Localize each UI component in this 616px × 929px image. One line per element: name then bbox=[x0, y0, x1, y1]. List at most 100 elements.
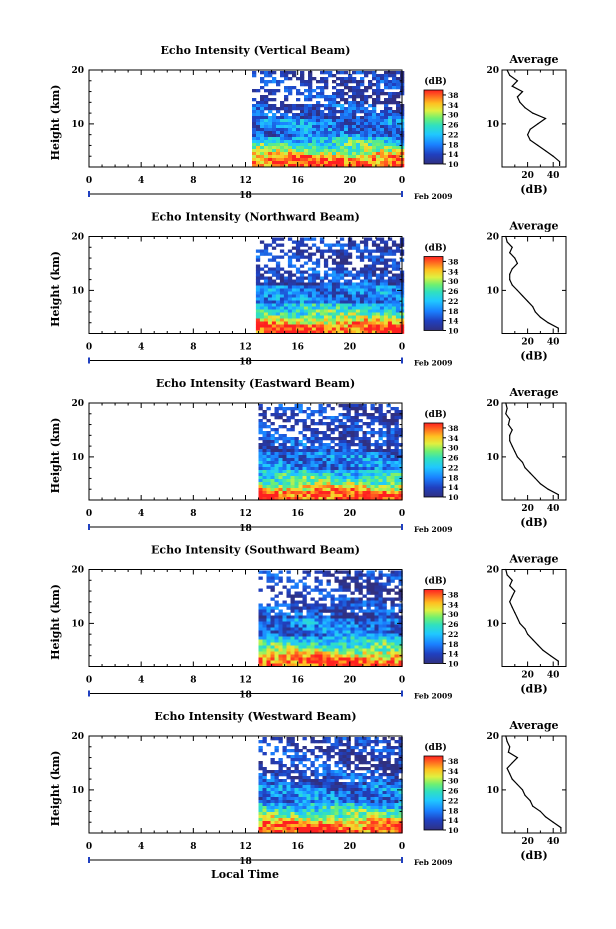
heatmap-cell bbox=[274, 663, 279, 667]
heatmap-cell bbox=[363, 240, 369, 244]
heatmap-cell bbox=[386, 788, 391, 792]
heatmap-cell bbox=[331, 282, 337, 286]
heatmap-cell bbox=[390, 431, 395, 435]
heatmap-cell bbox=[320, 161, 325, 165]
heatmap-cell bbox=[358, 479, 363, 483]
heatmap-cell bbox=[388, 134, 393, 138]
heatmap-cell bbox=[278, 636, 283, 640]
heatmap-cell bbox=[298, 579, 303, 583]
heatmap-cell bbox=[258, 413, 263, 417]
heatmap-cell bbox=[326, 636, 331, 640]
colorbar bbox=[423, 589, 444, 664]
heatmap-cell bbox=[359, 240, 365, 244]
heatmap-cell bbox=[266, 570, 271, 574]
heatmap-cell bbox=[330, 603, 335, 607]
heatmap-cell bbox=[318, 642, 323, 646]
heatmap-cell bbox=[324, 83, 329, 87]
heatmap-cell bbox=[388, 119, 393, 123]
heatmap-cell bbox=[310, 494, 315, 498]
heatmap-cell bbox=[338, 588, 343, 592]
heatmap-cell bbox=[270, 491, 275, 495]
heatmap-cell bbox=[298, 431, 303, 435]
heatmap-cell bbox=[350, 452, 355, 456]
heatmap-cell bbox=[308, 149, 313, 153]
heatmap-cell bbox=[395, 261, 401, 265]
heatmap-cell bbox=[294, 476, 299, 480]
heatmap-cell bbox=[366, 491, 371, 495]
heatmap-cell bbox=[366, 627, 371, 631]
heatmap-cell bbox=[394, 407, 399, 411]
heatmap-cell bbox=[303, 309, 309, 313]
heatmap-cell bbox=[339, 252, 345, 256]
heatmap-cell bbox=[322, 488, 327, 492]
heatmap-cell bbox=[255, 249, 261, 253]
heatmap-cell bbox=[318, 785, 323, 789]
heatmap-cell bbox=[392, 101, 397, 105]
heatmap-cell bbox=[384, 155, 389, 159]
heatmap-cell bbox=[359, 327, 365, 331]
heatmap-cell bbox=[294, 749, 299, 753]
average-point bbox=[511, 268, 513, 270]
heatmap-cell bbox=[276, 125, 281, 129]
heatmap-cell bbox=[274, 639, 279, 643]
heatmap-cell bbox=[350, 473, 355, 477]
heatmap-cell bbox=[378, 497, 383, 501]
heatmap-cell bbox=[386, 633, 391, 637]
heatmap-cell bbox=[394, 654, 399, 658]
heatmap-cell bbox=[299, 243, 305, 247]
heatmap-cell bbox=[296, 98, 301, 102]
heatmap-cell bbox=[304, 131, 309, 135]
heatmap-cell bbox=[398, 660, 403, 664]
heatmap-cell bbox=[346, 654, 351, 658]
heatmap-cell bbox=[267, 330, 273, 334]
heatmap-cell bbox=[394, 425, 399, 429]
heatmap-cell bbox=[295, 294, 301, 298]
heatmap-cell bbox=[358, 609, 363, 613]
heatmap-cell bbox=[339, 285, 345, 289]
heatmap-cell bbox=[326, 437, 331, 441]
heatmap-cell bbox=[378, 443, 383, 447]
heatmap-cell bbox=[394, 434, 399, 438]
heatmap-cell bbox=[306, 758, 311, 762]
heatmap-cell bbox=[362, 458, 367, 462]
heatmap-cell bbox=[276, 158, 281, 162]
date-label: Feb 2009 bbox=[414, 192, 452, 201]
heatmap-cell bbox=[367, 270, 373, 274]
heatmap-cell bbox=[338, 645, 343, 649]
heatmap-cell bbox=[375, 330, 381, 334]
heatmap-cell bbox=[374, 630, 379, 634]
heatmap-cell bbox=[252, 149, 257, 153]
heatmap-cell bbox=[332, 125, 337, 129]
heatmap-cell bbox=[370, 752, 375, 756]
heatmap-cell bbox=[266, 642, 271, 646]
heatmap-cell bbox=[310, 648, 315, 652]
heatmap-cell bbox=[290, 737, 295, 741]
heatmap-cell bbox=[319, 297, 325, 301]
heatmap-cell bbox=[336, 101, 341, 105]
heatmap-cell bbox=[392, 110, 397, 114]
heatmap-cell bbox=[388, 86, 393, 90]
colorbar-tick-label: 22 bbox=[448, 463, 458, 472]
heatmap-cell bbox=[379, 273, 385, 277]
heatmap-cell bbox=[383, 330, 389, 334]
heatmap-cell bbox=[264, 158, 269, 162]
heatmap-cell bbox=[258, 491, 263, 495]
heatmap-cell bbox=[320, 110, 325, 114]
heatmap-cell bbox=[350, 428, 355, 432]
average-point bbox=[534, 311, 536, 313]
heatmap-cell bbox=[262, 609, 267, 613]
heatmap-cell bbox=[303, 318, 309, 322]
heatmap-cell bbox=[330, 461, 335, 465]
heatmap-cell bbox=[338, 758, 343, 762]
heatmap-cell bbox=[350, 603, 355, 607]
heatmap-cell bbox=[342, 407, 347, 411]
heatmap-cell bbox=[382, 740, 387, 744]
heatmap-cell bbox=[310, 770, 315, 774]
heatmap-cell bbox=[383, 249, 389, 253]
heatmap-cell bbox=[379, 249, 385, 253]
heatmap-cell bbox=[368, 122, 373, 126]
heatmap-cell bbox=[366, 585, 371, 589]
average-y-tick-label: 10 bbox=[486, 120, 499, 130]
heatmap-cell bbox=[299, 270, 305, 274]
heatmap-cell bbox=[310, 651, 315, 655]
